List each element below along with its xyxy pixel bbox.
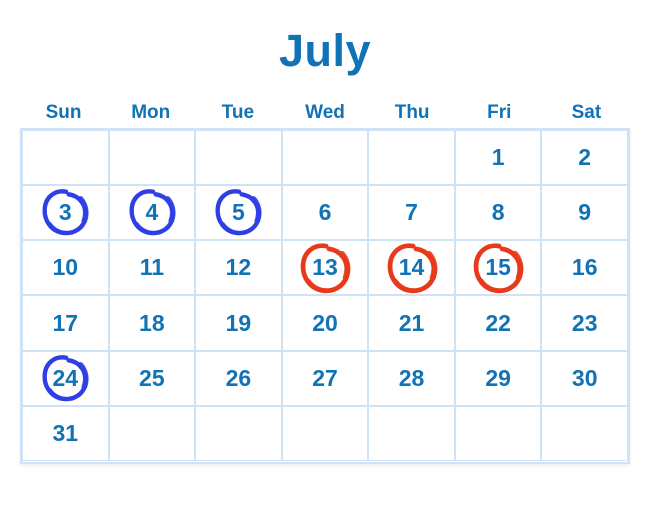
day-cell[interactable]: 27 [281, 350, 369, 407]
day-cell[interactable]: 28 [368, 350, 455, 407]
empty-day-cell [195, 129, 282, 185]
date-number: 12 [225, 254, 252, 281]
date-number: 5 [232, 198, 245, 225]
empty-day-cell [281, 406, 369, 462]
weekday-label-mon: Mon [131, 101, 171, 123]
date-number: 31 [52, 420, 79, 447]
date-number: 21 [398, 309, 425, 336]
day-cell[interactable]: 30 [541, 350, 628, 407]
date-number: 25 [139, 364, 165, 391]
day-cell[interactable]: 4 [108, 184, 196, 241]
empty-day-cell [454, 406, 542, 462]
empty-day-cell [368, 129, 455, 185]
day-cell[interactable]: 17 [22, 295, 109, 351]
day-cell[interactable]: 1 [454, 129, 542, 185]
day-cell[interactable]: 21 [368, 295, 455, 351]
date-number: 4 [145, 198, 159, 225]
empty-day-cell [281, 129, 369, 185]
day-cell[interactable]: 16 [541, 240, 628, 296]
empty-day-cell [541, 406, 628, 462]
date-number: 19 [225, 309, 252, 336]
day-cell[interactable]: 25 [108, 350, 196, 407]
day-cell[interactable]: 14 [368, 240, 455, 296]
empty-day-cell [108, 129, 196, 185]
date-number: 22 [485, 309, 511, 336]
day-cell[interactable]: 15 [454, 240, 542, 296]
date-number: 8 [491, 198, 505, 225]
date-number: 20 [312, 309, 338, 336]
weekday-label-sat: Sat [571, 101, 602, 123]
date-number: 23 [571, 309, 598, 336]
day-cell[interactable]: 13 [281, 240, 369, 296]
day-cell[interactable]: 5 [195, 184, 282, 241]
date-number: 15 [485, 254, 511, 281]
day-cell[interactable]: 22 [454, 295, 542, 351]
date-number: 13 [312, 254, 338, 281]
date-number: 11 [139, 254, 165, 281]
weekday-label-sun: Sun [45, 101, 82, 123]
date-number: 9 [578, 198, 592, 225]
empty-day-cell [108, 406, 196, 462]
date-number: 24 [52, 364, 79, 391]
empty-day-cell [195, 406, 282, 462]
month-title: July [278, 25, 372, 76]
empty-day-cell [22, 129, 109, 185]
empty-day-cell [368, 406, 455, 462]
weekday-header-row: Sun Mon Tue Wed Thu Fri Sat [20, 102, 630, 124]
date-number: 7 [405, 198, 418, 225]
date-number: 14 [398, 254, 425, 281]
weekday-label-wed: Wed [305, 101, 345, 123]
date-number: 6 [318, 198, 332, 225]
weekday-label-thu: Thu [394, 101, 430, 123]
day-cell[interactable]: 19 [195, 295, 282, 351]
date-number: 30 [571, 364, 598, 391]
day-cell[interactable]: 3 [22, 184, 109, 241]
day-cell[interactable]: 6 [281, 184, 369, 241]
day-cell[interactable]: 20 [281, 295, 369, 351]
date-number: 3 [58, 198, 72, 225]
date-number: 27 [312, 364, 338, 391]
date-number: 29 [485, 364, 511, 391]
weekday-label-tue: Tue [221, 101, 255, 123]
day-cell[interactable]: 8 [454, 184, 542, 241]
calendar-grid: 1 2 3 4 5 6 7 8 9 10 11 12 13 14 15 16 17 18 19 20 21 22 23 24 2… [20, 127, 630, 464]
date-number: 16 [571, 254, 598, 281]
day-cell[interactable]: 11 [108, 240, 196, 296]
date-number: 26 [225, 364, 252, 391]
day-cell[interactable]: 2 [541, 129, 628, 185]
day-cell[interactable]: 24 [22, 350, 109, 407]
day-cell[interactable]: 10 [22, 240, 109, 296]
day-cell[interactable]: 31 [22, 406, 109, 462]
day-cell[interactable]: 7 [368, 184, 455, 241]
date-number: 18 [139, 309, 165, 336]
date-number: 17 [52, 309, 79, 336]
day-cell[interactable]: 26 [195, 350, 282, 407]
day-cell[interactable]: 18 [108, 295, 196, 351]
day-cell[interactable]: 12 [195, 240, 282, 296]
date-number: 28 [398, 364, 425, 391]
day-cell[interactable]: 29 [454, 350, 542, 407]
weekday-label-fri: Fri [487, 101, 512, 123]
date-number: 2 [578, 143, 592, 170]
date-number: 10 [52, 254, 79, 281]
day-cell[interactable]: 23 [541, 295, 628, 351]
date-number: 1 [491, 143, 505, 170]
day-cell[interactable]: 9 [541, 184, 628, 241]
